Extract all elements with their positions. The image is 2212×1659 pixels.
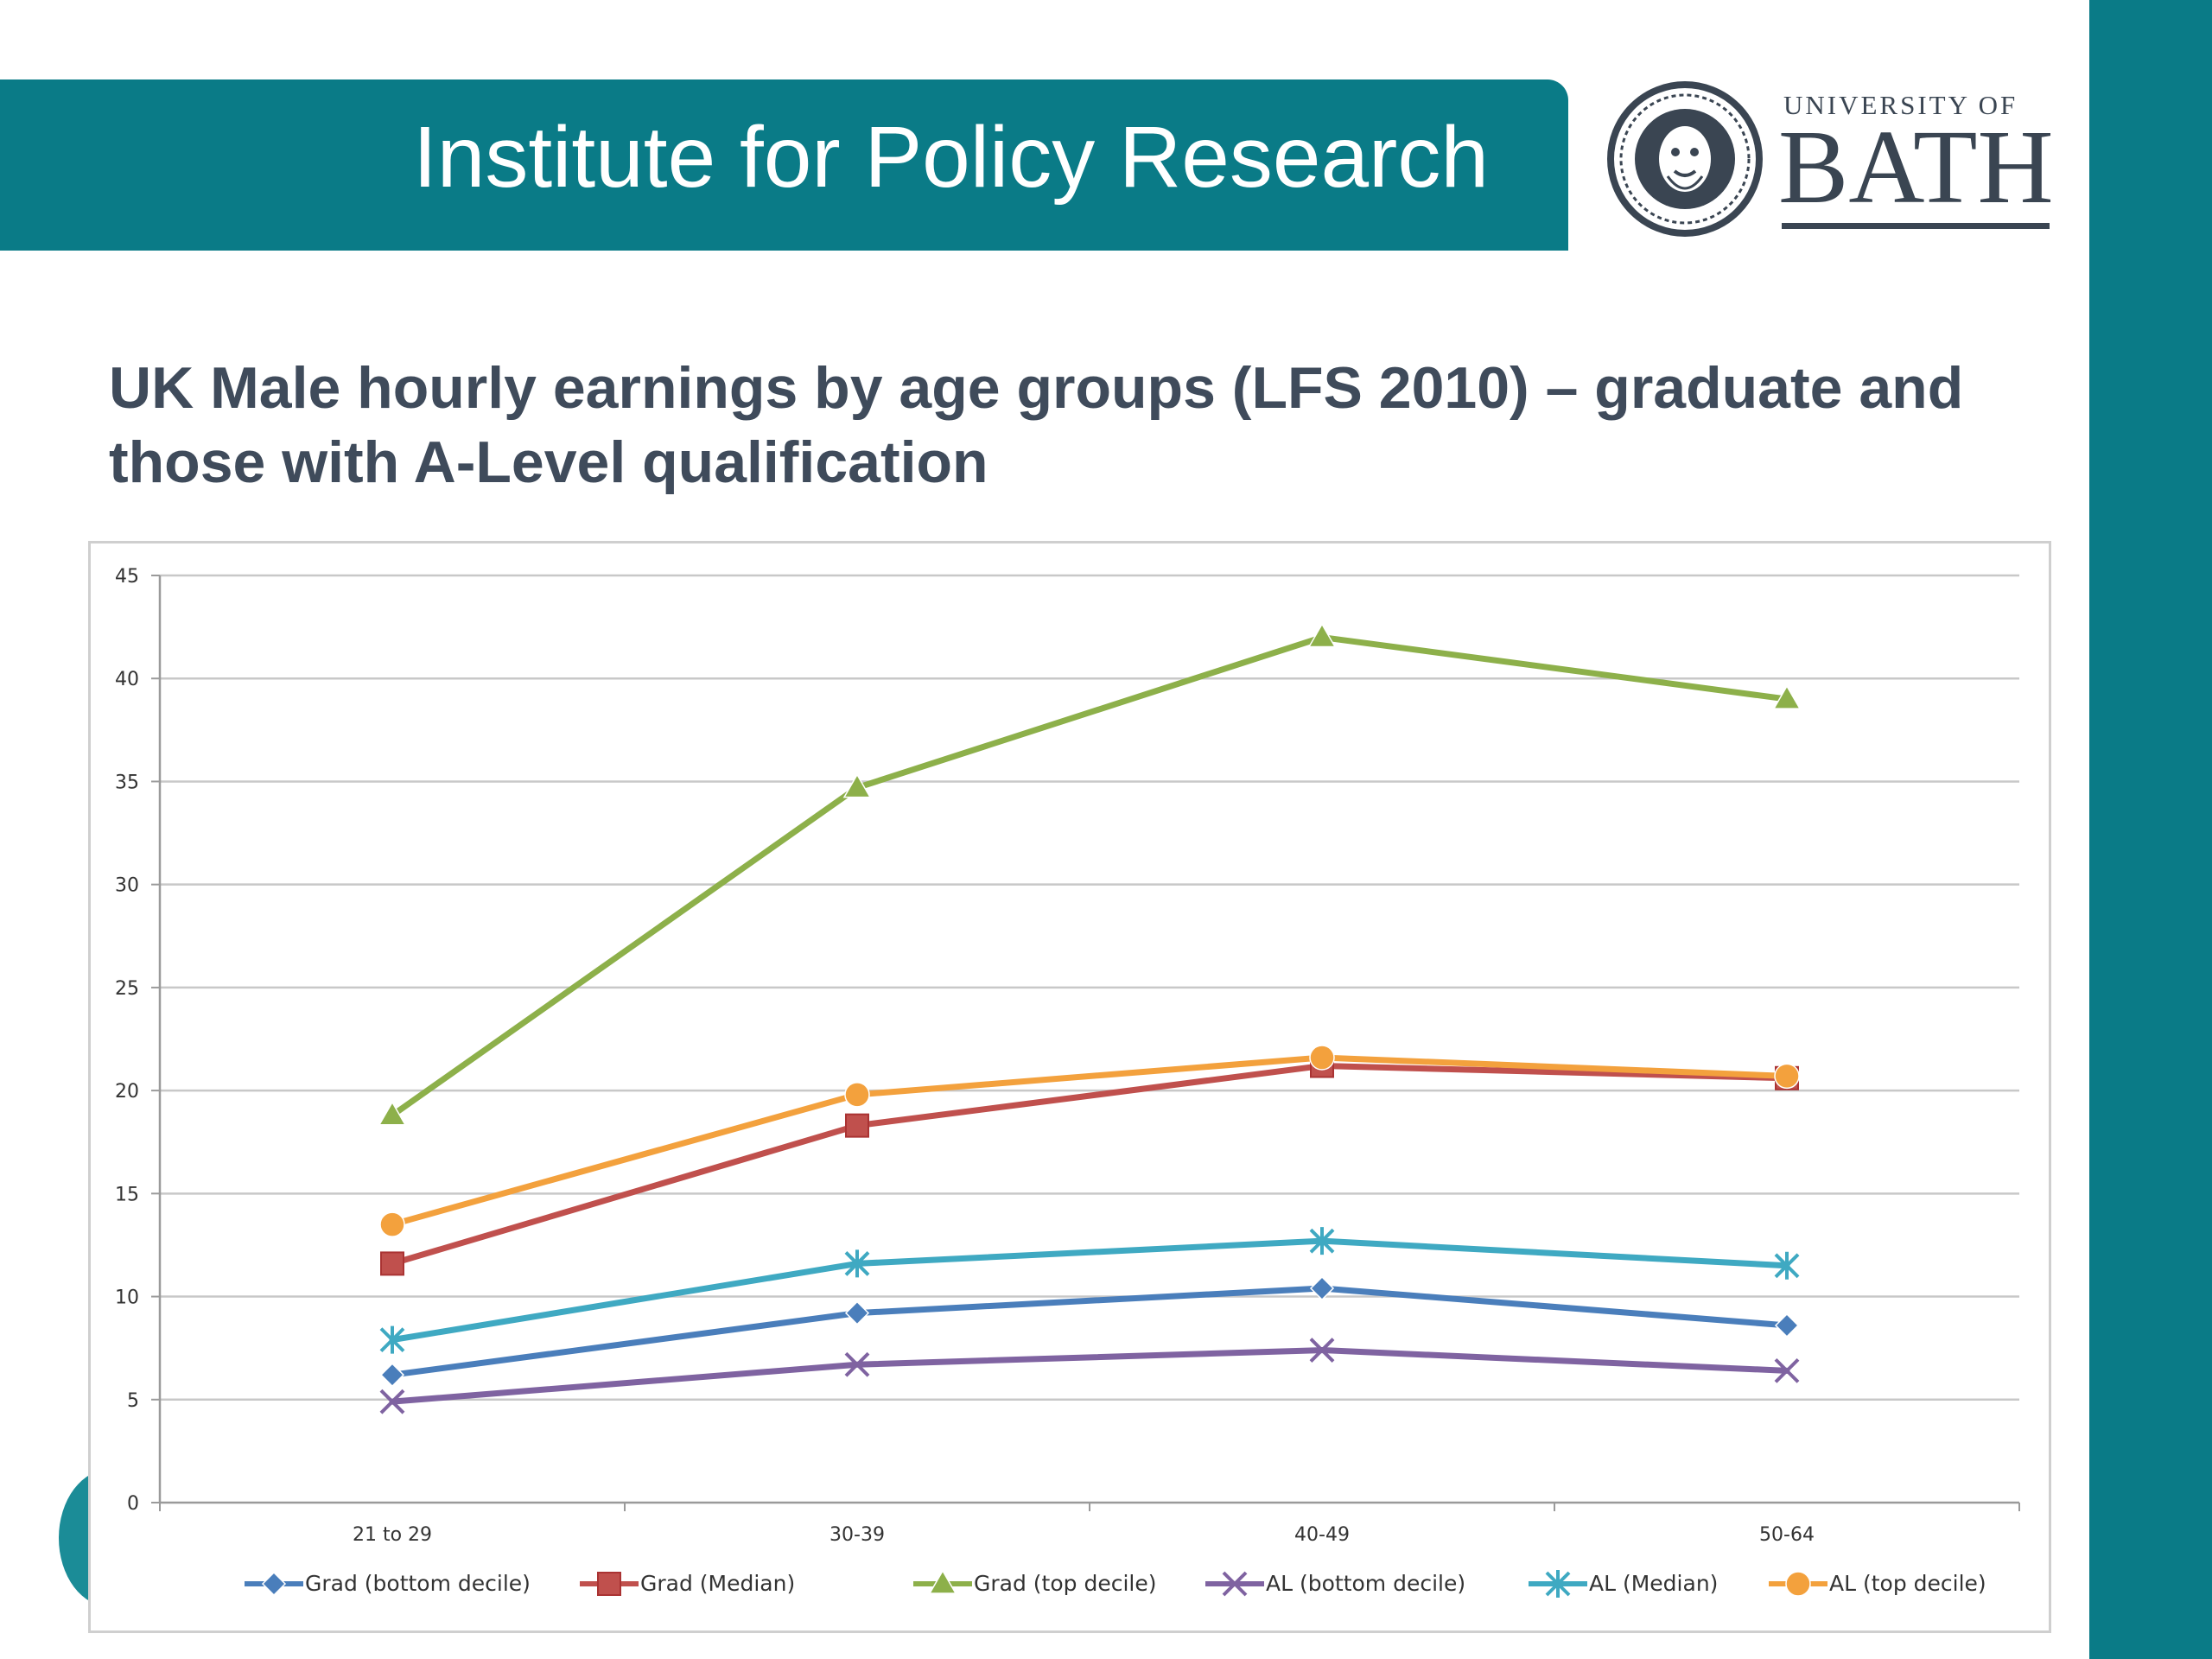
- data-point: [379, 1211, 405, 1237]
- legend-item: AL (Median): [1529, 1570, 1718, 1598]
- series-line: [389, 1062, 1790, 1267]
- series-line: [389, 1285, 1790, 1378]
- data-point: [1774, 1251, 1800, 1280]
- header-band: [0, 79, 1568, 251]
- data-point: [1307, 623, 1337, 648]
- data-point: [845, 1113, 869, 1138]
- legend-swatch-marker: [928, 1569, 957, 1594]
- slide-title: UK Male hourly earnings by age groups (L…: [109, 355, 1964, 495]
- data-point: [844, 1351, 870, 1377]
- series-group: [378, 623, 1802, 1126]
- y-tick-label: 25: [115, 978, 139, 1000]
- series-line: [389, 1237, 1790, 1344]
- data-point: [844, 1249, 870, 1278]
- data-point: [1772, 684, 1802, 709]
- x-tick-label: 40-49: [1294, 1524, 1350, 1546]
- chart-axes: 0 5 10 15 20 25 30 35 40 45 21 to 29 30-39 40-49 50-6…: [115, 566, 2020, 1546]
- data-point: [842, 773, 872, 798]
- legend-swatch-marker: [1785, 1571, 1811, 1597]
- legend-label: Grad (Median): [640, 1571, 795, 1596]
- chart-frame: 0 5 10 15 20 25 30 35 40 45 21 to 29 30-39 40-49 50-6…: [88, 541, 2051, 1633]
- line-chart: 0 5 10 15 20 25 30 35 40 45 21 to 29 30-39 40-49 50-6…: [115, 566, 2020, 1598]
- data-point: [844, 1082, 870, 1108]
- data-point: [379, 1363, 405, 1388]
- legend-item: AL (bottom decile): [1205, 1571, 1465, 1597]
- data-point: [1309, 1338, 1335, 1363]
- logo-university-of-text: UNIVERSITY OF: [1783, 90, 2018, 120]
- legend-label: AL (bottom decile): [1266, 1571, 1465, 1596]
- x-tick-label: 21 to 29: [353, 1524, 432, 1546]
- series-line: [389, 634, 1790, 1119]
- legend-swatch-marker: [597, 1572, 621, 1596]
- logo-underline: [1782, 223, 2050, 229]
- series-line: [389, 1347, 1790, 1405]
- data-point: [1774, 1313, 1800, 1338]
- chart-legend: Grad (bottom decile) Grad (Median) Grad (t…: [245, 1569, 1986, 1598]
- logo-bath-text: BATH: [1778, 109, 2054, 226]
- series-group: [379, 1045, 1800, 1237]
- legend-item: Grad (Median): [580, 1571, 795, 1596]
- legend-label: AL (Median): [1589, 1571, 1718, 1596]
- data-point: [1774, 1357, 1800, 1383]
- y-tick-label: 5: [127, 1390, 139, 1412]
- data-point: [1309, 1227, 1335, 1255]
- y-tick-label: 20: [115, 1081, 139, 1103]
- legend-swatch-marker: [1545, 1570, 1571, 1598]
- data-point: [379, 1389, 405, 1414]
- y-tick-label: 15: [115, 1184, 139, 1205]
- legend-item: AL (top decile): [1769, 1571, 1986, 1597]
- series-group: [379, 1275, 1800, 1388]
- x-tick-label: 50-64: [1759, 1524, 1815, 1546]
- series-group: [379, 1338, 1800, 1414]
- data-point: [1774, 1063, 1800, 1090]
- series-group: [379, 1227, 1800, 1354]
- legend-label: Grad (top decile): [974, 1571, 1156, 1596]
- y-tick-label: 45: [115, 566, 139, 588]
- y-tick-label: 0: [127, 1493, 139, 1515]
- data-point: [380, 1251, 404, 1276]
- right-accent-bar: [2089, 0, 2212, 1659]
- data-point: [378, 1101, 407, 1126]
- data-point: [844, 1300, 870, 1325]
- legend-item: Grad (bottom decile): [245, 1571, 531, 1597]
- x-tick-label: 30-39: [830, 1524, 885, 1546]
- data-point: [379, 1325, 405, 1354]
- y-tick-label: 40: [115, 669, 139, 690]
- legend-label: AL (top decile): [1829, 1571, 1986, 1596]
- bath-university-seal-icon: [1607, 81, 1763, 237]
- legend-label: Grad (bottom decile): [305, 1571, 531, 1596]
- legend-item: Grad (top decile): [913, 1569, 1156, 1596]
- data-point: [1309, 1045, 1335, 1071]
- y-tick-label: 35: [115, 772, 139, 793]
- legend-swatch-marker: [261, 1571, 287, 1597]
- series-line: [389, 1054, 1790, 1228]
- series-group: [380, 1053, 1799, 1276]
- y-tick-label: 30: [115, 875, 139, 897]
- y-tick-label: 10: [115, 1287, 139, 1309]
- legend-swatch-marker: [1222, 1571, 1248, 1597]
- header-title: Institute for Policy Research: [413, 109, 1489, 206]
- data-point: [1309, 1275, 1335, 1301]
